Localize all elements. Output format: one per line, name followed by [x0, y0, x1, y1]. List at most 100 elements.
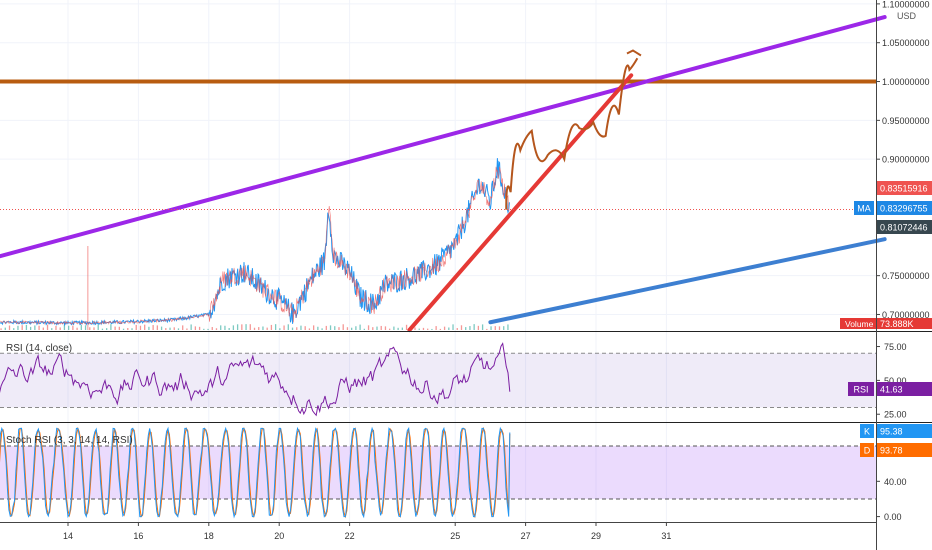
volume-bar	[376, 326, 378, 330]
stoch-tick-label: 40.00	[884, 477, 907, 487]
rsi-tick-label: 25.00	[884, 410, 907, 420]
volume-bar	[177, 328, 180, 330]
volume-bar	[363, 328, 365, 330]
volume-bar	[68, 325, 70, 330]
volume-bar	[389, 328, 391, 330]
volume-bar	[503, 326, 505, 330]
volume-bar	[490, 326, 492, 330]
volume-bar	[93, 327, 95, 330]
volume-bar	[422, 327, 425, 330]
volume-bar	[135, 324, 137, 330]
volume-spike	[87, 246, 89, 330]
volume-bar	[144, 324, 146, 330]
badge-value-box	[877, 424, 932, 438]
badge-value-box	[877, 220, 932, 234]
rsi-line	[0, 342, 511, 417]
badge-label-box	[860, 424, 874, 438]
volume-bar	[131, 328, 133, 330]
volume-bar	[89, 327, 91, 330]
volume-bar	[397, 327, 399, 330]
volume-bar	[342, 324, 344, 330]
volume-bar	[448, 327, 450, 330]
volume-bar	[215, 328, 218, 330]
volume-bar	[291, 327, 294, 330]
price-badges: 0.83515916 MA 0.83296755 0.81072446 73.888K R…	[848, 181, 932, 457]
volume-bar	[17, 325, 19, 330]
y-tick-label: 0.95000000	[882, 116, 930, 126]
badge-label-box	[860, 443, 874, 457]
volume-bar	[160, 326, 163, 330]
rsi-panel[interactable]: RSI (14, close)	[0, 342, 876, 417]
volume-bar	[334, 326, 336, 330]
currency-label: USD	[897, 11, 917, 21]
volume-bar	[220, 325, 222, 330]
volume-bar	[418, 328, 420, 330]
volume-bar	[456, 328, 458, 330]
volume-bar	[228, 328, 230, 330]
volume-bar	[190, 324, 192, 330]
rsi-tick-label: 50.00	[884, 376, 907, 386]
volume-bar	[443, 326, 446, 330]
volume-bar	[76, 327, 78, 330]
x-tick-label: 14	[63, 531, 73, 541]
volume-bar	[29, 326, 32, 330]
volume-bar	[308, 328, 311, 330]
projection-path[interactable]	[505, 57, 639, 210]
volume-bar	[262, 326, 264, 330]
volume-bar	[401, 327, 403, 330]
volume-bar	[173, 327, 175, 330]
badge-value-box	[877, 382, 932, 396]
volume-bar	[169, 327, 171, 330]
badge-label-box	[848, 382, 874, 396]
badge-value: 0.83515916	[880, 184, 928, 194]
volume-bar	[8, 325, 11, 330]
trendline	[0, 15, 887, 259]
volume-bar	[296, 327, 298, 330]
y-tick-label: 1.05000000	[882, 38, 930, 48]
badge-label: D	[864, 446, 871, 456]
stoch-k-line	[0, 426, 511, 519]
volume-bar	[300, 325, 302, 330]
projection-arrowhead	[626, 49, 642, 57]
stoch-rsi-panel[interactable]: Stoch RSI (3, 3, 14, 14, RSI)	[0, 426, 876, 519]
volume-bar	[194, 326, 197, 330]
volume-bar	[0, 328, 2, 330]
badge-value: 0.83296755	[880, 204, 928, 214]
volume-bar	[245, 324, 247, 330]
volume-bar	[473, 324, 475, 330]
volume-bar	[13, 328, 15, 330]
volume-bar	[55, 325, 57, 330]
volume-bar	[224, 325, 226, 330]
volume-bar	[72, 325, 74, 330]
stoch-label: Stoch RSI (3, 3, 14, 14, RSI)	[6, 435, 133, 446]
volume-bar	[122, 328, 125, 330]
volume-bar	[494, 326, 496, 330]
rsi-label: RSI (14, close)	[6, 343, 72, 354]
badge-value: 0.81072446	[880, 223, 928, 233]
volume-bar	[304, 326, 306, 330]
y-tick-label: 0.70000000	[882, 310, 930, 320]
volume-bar	[34, 325, 36, 330]
x-tick-label: 29	[591, 531, 601, 541]
volume-bar	[232, 325, 235, 330]
volume-bar	[207, 328, 209, 330]
volume-bar	[63, 324, 66, 330]
y-tick-label: 0.75000000	[882, 271, 930, 281]
badge-label: RSI	[853, 385, 868, 395]
badge-value-box	[877, 443, 932, 457]
volume-bar	[477, 325, 480, 330]
volume-bar	[279, 328, 281, 330]
volume-bar	[203, 328, 205, 330]
volume-bar	[139, 325, 142, 330]
volume-bar	[469, 326, 471, 330]
price-panel[interactable]: Volume	[0, 0, 887, 522]
volume-bar	[274, 324, 277, 330]
volume-bar	[486, 328, 488, 330]
trendlines[interactable]	[0, 15, 887, 332]
volume-bar	[156, 325, 159, 330]
x-tick-label: 16	[133, 531, 143, 541]
volume-value: 73.888K	[880, 319, 914, 329]
volume-bar	[439, 328, 442, 330]
volume-bar	[127, 328, 129, 330]
